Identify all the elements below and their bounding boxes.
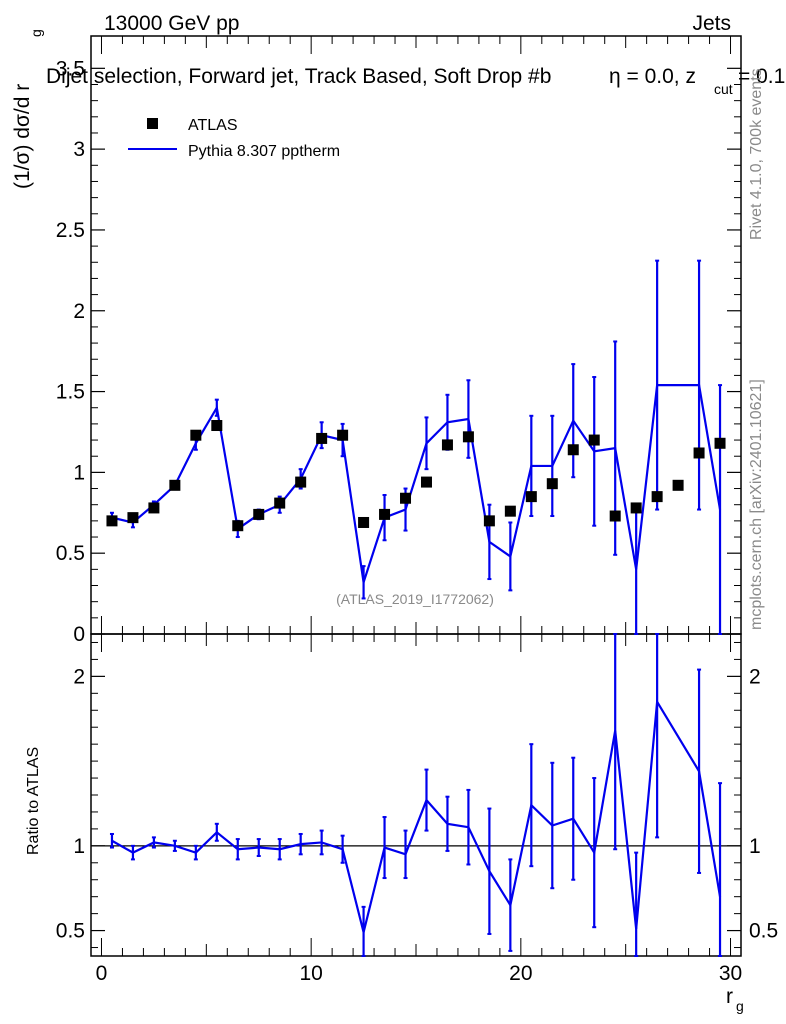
atlas-point <box>169 479 181 491</box>
mcplots-label: mcplots.cern.ch [arXiv:2401.10621] <box>748 379 765 630</box>
energy-label: 13000 GeV pp <box>104 12 239 35</box>
main-ytick-label: 2.5 <box>56 219 85 242</box>
main-ytick-label: 1.5 <box>56 381 85 404</box>
plot-title-cut-sub: cut <box>714 81 733 97</box>
main-axis-ticks: 0 0.5 1 1.5 2 2.5 3 3.5 <box>56 36 741 646</box>
atlas-point <box>630 502 642 514</box>
atlas-point <box>127 512 139 524</box>
ratio-ytick-label: 1 <box>73 835 85 858</box>
ratio-ytick-label-right: 2 <box>749 665 761 688</box>
atlas-point <box>588 434 600 446</box>
atlas-point <box>400 492 412 504</box>
atlas-point <box>504 505 516 517</box>
x-axis-label-sub: g <box>736 998 744 1014</box>
atlas-point <box>693 447 705 459</box>
atlas-point <box>714 437 726 449</box>
legend-atlas-label: ATLAS <box>188 117 238 134</box>
atlas-point <box>651 491 663 503</box>
plot-title-eta-text: η = 0.0, z <box>609 65 696 88</box>
atlas-point <box>232 520 244 532</box>
main-ytick-label: 3.5 <box>56 57 85 80</box>
atlas-point <box>106 515 118 527</box>
ratio-axis-ticks: 0.5 0.51 12 20 10 20 30 <box>56 634 778 985</box>
atlas-point <box>337 429 349 441</box>
atlas-point <box>274 497 286 509</box>
atlas-point <box>358 516 370 528</box>
main-ytick-label: 0.5 <box>56 542 85 565</box>
atlas-point <box>190 429 202 441</box>
xtick-label: 30 <box>719 962 742 985</box>
ratio-panel-frame <box>90 633 742 957</box>
atlas-point <box>672 479 684 491</box>
ratio-series <box>109 633 723 957</box>
atlas-point <box>316 432 328 444</box>
main-data-series <box>106 420 726 532</box>
atlas-point <box>295 476 307 488</box>
atlas-point <box>567 444 579 456</box>
atlas-point <box>148 502 160 514</box>
ratio-ylabel: Ratio to ATLAS <box>25 747 42 855</box>
plot-title-tail: = 0.1 <box>738 65 785 88</box>
plot-title: Dijet selection, Forward jet, Track Base… <box>46 65 551 88</box>
legend-atlas-marker <box>147 118 158 129</box>
main-ytick-label: 0 <box>73 623 85 646</box>
main-ylabel: (1/σ) dσ/d r g <box>11 29 44 189</box>
ratio-ytick-label-right: 1 <box>749 835 761 858</box>
atlas-point <box>462 431 474 443</box>
process-label: Jets <box>692 12 731 35</box>
main-ylabel-text: (1/σ) dσ/d r <box>11 84 34 189</box>
atlas-point <box>211 420 223 432</box>
atlas-point <box>483 515 495 527</box>
atlas-point <box>379 508 391 520</box>
atlas-point <box>253 508 265 520</box>
main-ytick-label: 2 <box>73 300 85 323</box>
main-ytick-label: 1 <box>73 461 85 484</box>
ratio-line <box>111 698 722 933</box>
legend: ATLAS Pythia 8.307 pptherm <box>128 117 340 160</box>
analysis-watermark: (ATLAS_2019_I1772062) <box>336 591 494 607</box>
main-ytick-label: 3 <box>73 138 85 161</box>
pythia-line <box>111 384 722 583</box>
xtick-label: 10 <box>299 962 322 985</box>
plot-title-eta: η = 0.0, z <box>609 65 696 88</box>
main-ylabel-sub: g <box>28 29 44 37</box>
atlas-point <box>420 476 432 488</box>
rivet-label: Rivet 4.1.0, 700k events <box>748 68 765 240</box>
x-axis-label: r <box>726 985 733 1008</box>
legend-pythia-label: Pythia 8.307 pptherm <box>188 143 340 160</box>
xtick-label: 20 <box>509 962 532 985</box>
atlas-point <box>525 491 537 503</box>
atlas-point <box>546 478 558 490</box>
ratio-ytick-label-right: 0.5 <box>749 920 778 943</box>
atlas-point <box>441 439 453 451</box>
ratio-ytick-label: 0.5 <box>56 920 85 943</box>
xtick-label: 0 <box>96 962 108 985</box>
main-mc-series <box>109 259 723 635</box>
ratio-ytick-label: 2 <box>73 665 85 688</box>
atlas-point <box>609 510 621 522</box>
